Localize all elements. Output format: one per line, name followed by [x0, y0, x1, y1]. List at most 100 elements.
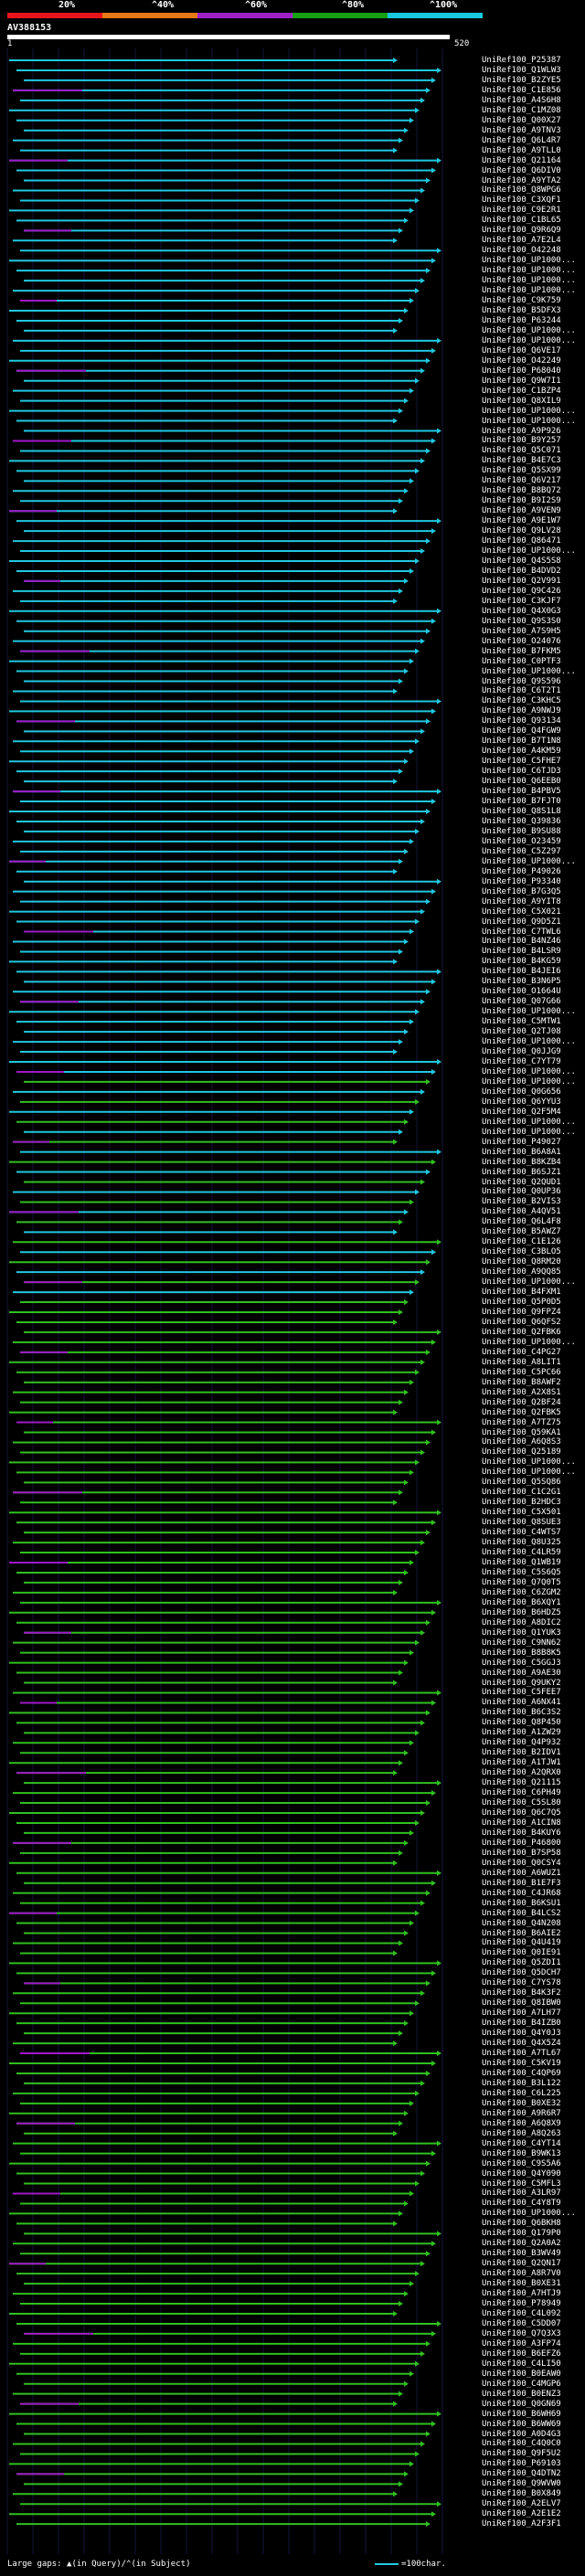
hit-name-label[interactable]: UniRef100_B4K3F2	[482, 1988, 561, 1998]
hit-name-label[interactable]: UniRef100_A9YIT8	[482, 896, 561, 906]
hit-name-label[interactable]: UniRef100_A3LR97	[482, 2189, 561, 2199]
hit-name-label[interactable]: UniRef100_Q7Q0T5	[482, 1577, 561, 1587]
hit-name-label[interactable]: UniRef100_B4FXM1	[482, 1288, 561, 1298]
hit-name-label[interactable]: UniRef100_C4YT14	[482, 2138, 561, 2148]
hit-name-label[interactable]: UniRef100_B2HDC3	[482, 1498, 561, 1508]
hit-name-label[interactable]: UniRef100_Q00X27	[482, 115, 561, 125]
hit-name-label[interactable]: UniRef100_A8R7V0	[482, 2269, 561, 2279]
hit-name-label[interactable]: UniRef100_Q9C426	[482, 586, 561, 596]
hit-name-label[interactable]: UniRef100_O1664U	[482, 987, 561, 997]
hit-name-label[interactable]: UniRef100_A7S9H5	[482, 626, 561, 636]
hit-name-label[interactable]: UniRef100_C6T2T1	[482, 686, 561, 696]
hit-name-label[interactable]: UniRef100_Q5ZDI1	[482, 1958, 561, 1968]
hit-name-label[interactable]: UniRef100_Q4DTN2	[482, 2469, 561, 2479]
hit-name-label[interactable]: UniRef100_A7TZ75	[482, 1417, 561, 1427]
hit-name-label[interactable]: UniRef100_UP1000...	[482, 1468, 576, 1478]
hit-name-label[interactable]: UniRef100_A2QRX0	[482, 1768, 561, 1778]
hit-name-label[interactable]: UniRef100_C1BL65	[482, 216, 561, 226]
hit-name-label[interactable]: UniRef100_P78949	[482, 2299, 561, 2309]
hit-name-label[interactable]: UniRef100_Q6L4R7	[482, 135, 561, 145]
hit-name-label[interactable]: UniRef100_B4KUY6	[482, 1828, 561, 1838]
hit-name-label[interactable]: UniRef100_Q2TJ08	[482, 1027, 561, 1037]
hit-name-label[interactable]: UniRef100_B7SP58	[482, 1848, 561, 1858]
hit-name-label[interactable]: UniRef100_Q2A0A2	[482, 2239, 561, 2249]
hit-name-label[interactable]: UniRef100_B0XE32	[482, 2098, 561, 2108]
hit-name-label[interactable]: UniRef100_C3XQF1	[482, 196, 561, 206]
hit-name-label[interactable]: UniRef100_Q8RM20	[482, 1257, 561, 1267]
hit-name-label[interactable]: UniRef100_P63244	[482, 315, 561, 325]
hit-name-label[interactable]: UniRef100_Q9S596	[482, 676, 561, 686]
hit-name-label[interactable]: UniRef100_B2ZYE5	[482, 75, 561, 85]
hit-name-label[interactable]: UniRef100_C7YT79	[482, 1057, 561, 1066]
hit-name-label[interactable]: UniRef100_A7TL67	[482, 2049, 561, 2059]
hit-name-label[interactable]: UniRef100_A6NX41	[482, 1698, 561, 1708]
hit-name-label[interactable]: UniRef100_A9R6R7	[482, 2108, 561, 2118]
hit-name-label[interactable]: UniRef100_C3KHC5	[482, 696, 561, 706]
hit-name-label[interactable]: UniRef100_C9NN62	[482, 1638, 561, 1648]
hit-name-label[interactable]: UniRef100_UP1000...	[482, 1458, 576, 1468]
hit-name-label[interactable]: UniRef100_UP1000...	[482, 335, 576, 345]
hit-name-label[interactable]: UniRef100_C5PC66	[482, 1367, 561, 1377]
hit-name-label[interactable]: UniRef100_Q4P932	[482, 1738, 561, 1748]
hit-name-label[interactable]: UniRef100_P49027	[482, 1137, 561, 1147]
hit-name-label[interactable]: UniRef100_Q4FGW9	[482, 726, 561, 737]
hit-name-label[interactable]: UniRef100_C4MGP6	[482, 2379, 561, 2389]
hit-name-label[interactable]: UniRef100_C5FEE7	[482, 1688, 561, 1698]
hit-name-label[interactable]: UniRef100_B6KSU1	[482, 1898, 561, 1908]
hit-name-label[interactable]: UniRef100_C5X501	[482, 1508, 561, 1518]
hit-name-label[interactable]: UniRef100_Q21115	[482, 1778, 561, 1788]
hit-name-label[interactable]: UniRef100_Q4N208	[482, 1918, 561, 1928]
hit-name-label[interactable]: UniRef100_B8AWF2	[482, 1377, 561, 1387]
hit-name-label[interactable]: UniRef100_A1ZW29	[482, 1728, 561, 1738]
hit-name-label[interactable]: UniRef100_UP1000...	[482, 856, 576, 866]
hit-name-label[interactable]: UniRef100_O42248	[482, 246, 561, 256]
hit-name-label[interactable]: UniRef100_UP1000...	[482, 325, 576, 335]
hit-name-label[interactable]: UniRef100_UP1000...	[482, 276, 576, 286]
hit-name-label[interactable]: UniRef100_B4PBV5	[482, 787, 561, 797]
hit-name-label[interactable]: UniRef100_Q5P0D5	[482, 1298, 561, 1308]
hit-name-label[interactable]: UniRef100_B0ENZ3	[482, 2389, 561, 2399]
hit-name-label[interactable]: UniRef100_Q25189	[482, 1447, 561, 1458]
hit-name-label[interactable]: UniRef100_A8LIT1	[482, 1357, 561, 1367]
hit-name-label[interactable]: UniRef100_Q6L4F8	[482, 1217, 561, 1227]
hit-name-label[interactable]: UniRef100_B5DFX3	[482, 306, 561, 315]
hit-name-label[interactable]: UniRef100_P46800	[482, 1838, 561, 1848]
hit-name-label[interactable]: UniRef100_Q1WB19	[482, 1558, 561, 1567]
hit-name-label[interactable]: UniRef100_C0PTF3	[482, 656, 561, 666]
hit-name-label[interactable]: UniRef100_A8Q263	[482, 2128, 561, 2138]
hit-name-label[interactable]: UniRef100_B9Y257	[482, 436, 561, 446]
hit-name-label[interactable]: UniRef100_C1BZP4	[482, 386, 561, 396]
hit-name-label[interactable]: UniRef100_Q9WVW0	[482, 2479, 561, 2489]
hit-name-label[interactable]: UniRef100_Q8P450	[482, 1718, 561, 1728]
hit-name-label[interactable]: UniRef100_Q9S3S0	[482, 616, 561, 626]
hit-name-label[interactable]: UniRef100_Q8WPG6	[482, 186, 561, 196]
hit-name-label[interactable]: UniRef100_Q8S1L8	[482, 807, 561, 816]
hit-name-label[interactable]: UniRef100_UP1000...	[482, 266, 576, 276]
hit-name-label[interactable]: UniRef100_Q5DCH7	[482, 1968, 561, 1978]
hit-name-label[interactable]: UniRef100_Q4Y0J3	[482, 2029, 561, 2039]
hit-name-label[interactable]: UniRef100_B6WH69	[482, 2409, 561, 2419]
hit-name-label[interactable]: UniRef100_Q8IBW0	[482, 1998, 561, 2009]
hit-name-label[interactable]: UniRef100_UP1000...	[482, 2209, 576, 2219]
hit-name-label[interactable]: UniRef100_Q0G656	[482, 1087, 561, 1097]
hit-name-label[interactable]: UniRef100_A2F3F1	[482, 2519, 561, 2529]
hit-name-label[interactable]: UniRef100_C5X021	[482, 906, 561, 917]
hit-name-label[interactable]: UniRef100_A7E2L4	[482, 236, 561, 246]
hit-name-label[interactable]: UniRef100_A2E1E2	[482, 2509, 561, 2519]
hit-name-label[interactable]: UniRef100_A4KM59	[482, 747, 561, 757]
hit-name-label[interactable]: UniRef100_UP1000...	[482, 1037, 576, 1047]
hit-name-label[interactable]: UniRef100_A9VEN9	[482, 506, 561, 516]
hit-name-label[interactable]: UniRef100_C1MZ08	[482, 105, 561, 115]
hit-name-label[interactable]: UniRef100_Q6VE17	[482, 345, 561, 355]
hit-name-label[interactable]: UniRef100_C5S6Q5	[482, 1567, 561, 1577]
hit-name-label[interactable]: UniRef100_C9S5A6	[482, 2158, 561, 2168]
hit-name-label[interactable]: UniRef100_B4NZ46	[482, 937, 561, 947]
hit-name-label[interactable]: UniRef100_B9WK13	[482, 2148, 561, 2158]
hit-name-label[interactable]: UniRef100_A0D4G3	[482, 2429, 561, 2439]
hit-name-label[interactable]: UniRef100_C4WTS7	[482, 1528, 561, 1538]
hit-name-label[interactable]: UniRef100_B6AIE2	[482, 1928, 561, 1938]
hit-name-label[interactable]: UniRef100_B7FJT0	[482, 797, 561, 807]
hit-name-label[interactable]: UniRef100_C6PH49	[482, 1788, 561, 1798]
hit-name-label[interactable]: UniRef100_UP1000...	[482, 286, 576, 296]
hit-name-label[interactable]: UniRef100_A2ELV7	[482, 2499, 561, 2509]
